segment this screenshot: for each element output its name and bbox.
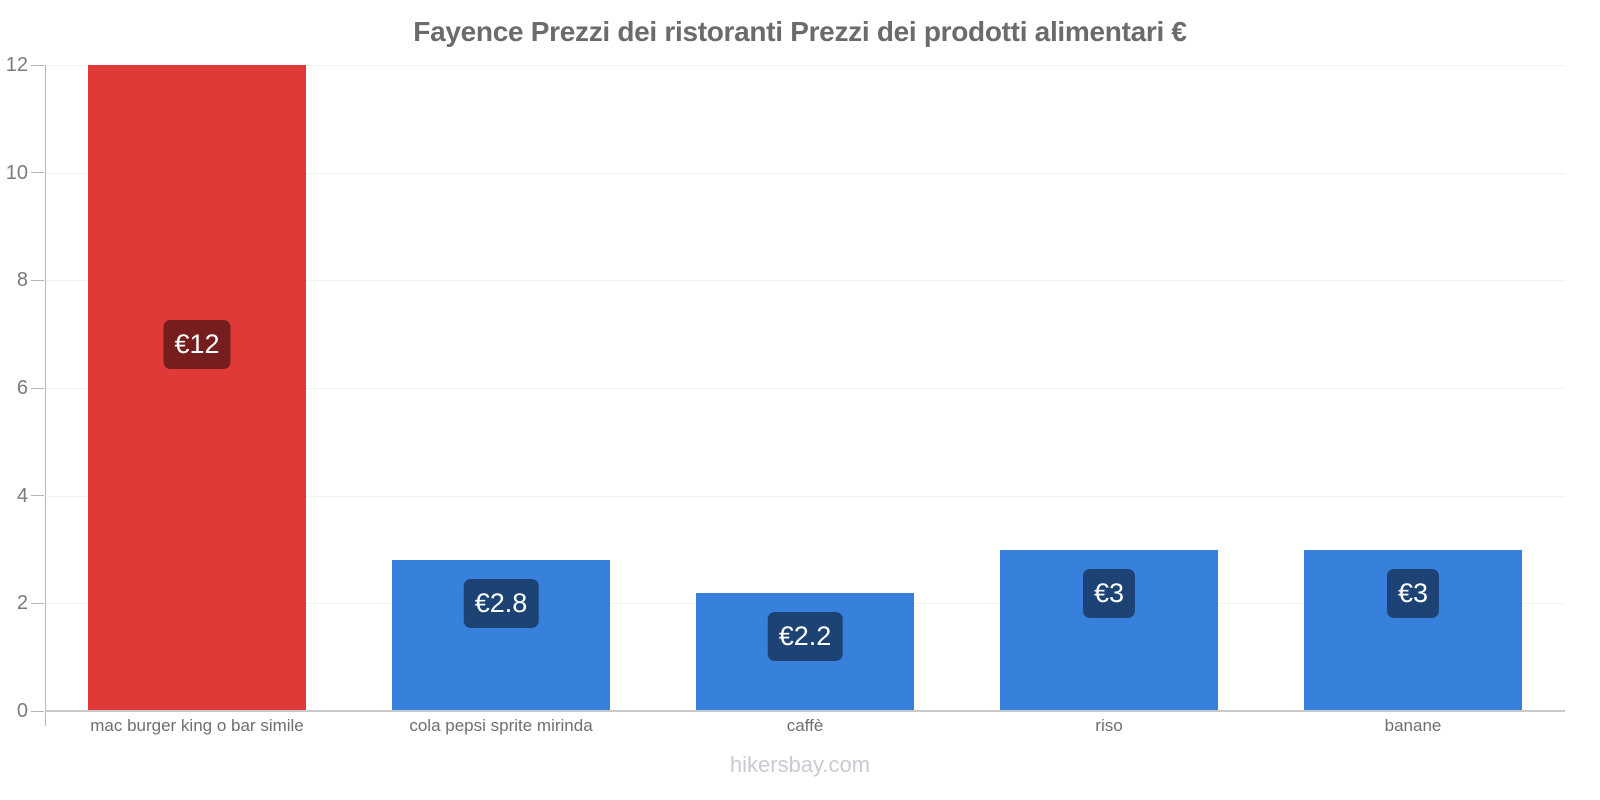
- value-badge: €3: [1386, 568, 1440, 618]
- y-tick-label-0: 0: [16, 700, 28, 722]
- y-tick-label-2: 2: [16, 592, 28, 615]
- bar-slot: €2.8: [349, 65, 653, 711]
- value-badge: €2.2: [767, 611, 843, 661]
- bars-container: €12 €2.8 €2.2 €3 €3: [45, 65, 1565, 711]
- bar-1: €12: [87, 65, 307, 711]
- y-tick-label-6: 6: [16, 377, 28, 399]
- value-badge: €2.8: [463, 579, 539, 629]
- gridline-8: [45, 280, 1565, 282]
- y-tick-mark-4: [31, 495, 44, 497]
- y-tick-mark-6: [31, 387, 44, 389]
- x-axis-labels: mac burger king o bar simile cola pepsi s…: [45, 716, 1565, 736]
- bar-slot: €12: [45, 65, 349, 711]
- value-badge: €12: [163, 320, 231, 369]
- y-axis-ticks: 0 2 4 6 8 10 12: [0, 55, 45, 721]
- y-tick-label-10: 10: [5, 161, 28, 184]
- y-tick-label-12: 12: [5, 54, 28, 76]
- gridline-6: [45, 388, 1565, 389]
- y-tick-mark-12: [31, 64, 44, 66]
- value-badge: €3: [1082, 568, 1136, 618]
- y-axis-line: [45, 65, 46, 726]
- bar-slot: €3: [957, 65, 1261, 711]
- chart-title: Fayence Prezzi dei ristoranti Prezzi dei…: [413, 16, 1187, 47]
- plot-area: €12 €2.8 €2.2 €3 €3: [45, 65, 1565, 711]
- gridline-12: [45, 65, 1565, 66]
- bar-slot: €2.2: [653, 65, 957, 711]
- x-axis-label: riso: [1095, 716, 1123, 735]
- watermark: hikersbay.com: [729, 752, 871, 777]
- bar-4: €3: [999, 549, 1219, 711]
- y-tick-mark-0: [31, 710, 44, 712]
- x-axis-label: caffè: [786, 716, 824, 735]
- y-tick-mark-10: [31, 172, 44, 174]
- y-tick-mark-2: [31, 602, 44, 604]
- gridline-4: [45, 495, 1565, 497]
- y-tick-label-4: 4: [16, 484, 28, 507]
- y-tick-label-8: 8: [16, 269, 28, 292]
- x-axis-label: cola pepsi sprite mirinda: [409, 716, 593, 735]
- bar-2: €2.8: [391, 560, 611, 711]
- x-axis-label: mac burger king o bar simile: [90, 716, 304, 735]
- x-axis-line: [45, 710, 1565, 712]
- y-tick-mark-8: [31, 279, 44, 281]
- bar-5: €3: [1303, 549, 1523, 711]
- gridline-10: [45, 172, 1565, 174]
- bar-3: €2.2: [695, 592, 915, 711]
- x-axis-label: banane: [1384, 716, 1442, 735]
- bar-slot: €3: [1261, 65, 1565, 711]
